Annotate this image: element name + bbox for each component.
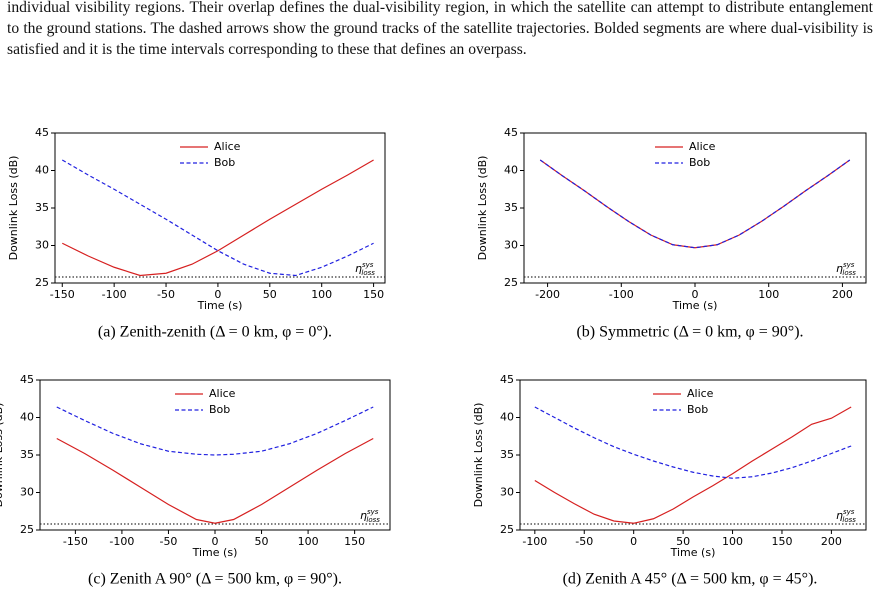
series-line (56, 406, 374, 456)
threshold-sup: sys (843, 508, 855, 516)
y-tick-label: 35 (20, 448, 34, 461)
x-tick-label: 50 (263, 288, 277, 301)
x-axis-label: Time (s) (197, 299, 243, 312)
y-tick-label: 40 (35, 164, 49, 177)
y-axis-label: Downlink Loss (dB) (476, 156, 489, 261)
x-tick-label: -100 (609, 288, 634, 301)
x-tick-label: 0 (212, 535, 219, 548)
series-line (61, 159, 374, 277)
x-tick-label: 0 (692, 288, 699, 301)
threshold-label: ηsys loss (360, 508, 380, 524)
threshold-symbol: η (355, 262, 362, 275)
threshold-sup: sys (843, 261, 855, 269)
y-tick-label: 45 (20, 373, 34, 386)
caption: (a) Zenith-zenith (Δ = 0 km, φ = 0°). (98, 324, 332, 341)
y-tick-label: 40 (504, 164, 518, 177)
paragraph: individual visibility regions. Their ove… (7, 0, 873, 58)
threshold-sup: sys (362, 261, 374, 269)
legend-label: Alice (689, 140, 716, 153)
y-tick-label: 45 (35, 126, 49, 139)
x-tick-label: -150 (63, 535, 88, 548)
threshold-label: ηsys loss (836, 508, 856, 524)
x-tick-label: 50 (255, 535, 269, 548)
y-tick-label: 40 (20, 411, 34, 424)
y-tick-label: 25 (500, 523, 514, 536)
threshold-sub: loss (842, 516, 856, 524)
threshold-symbol: η (360, 509, 367, 522)
y-tick-label: 25 (20, 523, 34, 536)
threshold-sub: loss (361, 269, 375, 277)
caption: (c) Zenith A 90° (Δ = 500 km, φ = 90°). (88, 571, 342, 588)
legend-label: Alice (209, 387, 236, 400)
threshold-sup: sys (367, 508, 379, 516)
y-axis-label: Downlink Loss (dB) (7, 156, 20, 261)
y-tick-label: 30 (500, 486, 514, 499)
x-tick-label: -200 (535, 288, 560, 301)
legend-label: Alice (687, 387, 714, 400)
threshold-label: ηsys loss (836, 261, 856, 277)
series-line (539, 159, 851, 249)
x-tick-label: 100 (758, 288, 779, 301)
y-tick-label: 30 (504, 239, 518, 252)
y-tick-label: 45 (500, 373, 514, 386)
x-tick-label: 150 (363, 288, 384, 301)
x-tick-label: -50 (157, 288, 175, 301)
legend-label: Alice (214, 140, 241, 153)
x-tick-label: -50 (575, 535, 593, 548)
series-line (534, 406, 852, 479)
x-axis-label: Time (s) (192, 546, 238, 559)
x-tick-label: 100 (311, 288, 332, 301)
threshold-sub: loss (842, 269, 856, 277)
legend-label: Bob (689, 156, 710, 169)
threshold-symbol: η (836, 262, 843, 275)
x-tick-label: 150 (344, 535, 365, 548)
x-tick-label: -100 (522, 535, 547, 548)
x-tick-label: -100 (109, 535, 134, 548)
y-tick-label: 35 (35, 201, 49, 214)
series-line (56, 437, 374, 524)
x-tick-label: 0 (630, 535, 637, 548)
y-tick-label: 30 (20, 486, 34, 499)
threshold-label: ηsys loss (355, 261, 375, 277)
x-tick-label: 100 (722, 535, 743, 548)
x-axis-label: Time (s) (670, 546, 716, 559)
y-tick-label: 30 (35, 239, 49, 252)
y-tick-label: 25 (35, 276, 49, 289)
series-line (539, 159, 851, 249)
legend-label: Bob (214, 156, 235, 169)
y-tick-label: 25 (504, 276, 518, 289)
y-axis-label: Downlink Loss (dB) (0, 403, 5, 508)
caption: (d) Zenith A 45° (Δ = 500 km, φ = 45°). (563, 571, 818, 588)
series-line (61, 159, 374, 277)
threshold-symbol: η (836, 509, 843, 522)
y-tick-label: 35 (500, 448, 514, 461)
caption: (b) Symmetric (Δ = 0 km, φ = 90°). (576, 324, 803, 341)
x-tick-label: -100 (102, 288, 127, 301)
x-tick-label: 200 (821, 535, 842, 548)
x-tick-label: 200 (832, 288, 853, 301)
y-tick-label: 35 (504, 201, 518, 214)
x-tick-label: -150 (50, 288, 75, 301)
y-tick-label: 40 (500, 411, 514, 424)
x-tick-label: -50 (159, 535, 177, 548)
legend-label: Bob (209, 403, 230, 416)
x-axis-label: Time (s) (672, 299, 718, 312)
legend-label: Bob (687, 403, 708, 416)
series-line (534, 406, 852, 524)
threshold-sub: loss (366, 516, 380, 524)
x-tick-label: 150 (771, 535, 792, 548)
x-tick-label: 50 (676, 535, 690, 548)
x-tick-label: 100 (298, 535, 319, 548)
y-axis-label: Downlink Loss (dB) (472, 403, 485, 508)
x-tick-label: 0 (214, 288, 221, 301)
y-tick-label: 45 (504, 126, 518, 139)
